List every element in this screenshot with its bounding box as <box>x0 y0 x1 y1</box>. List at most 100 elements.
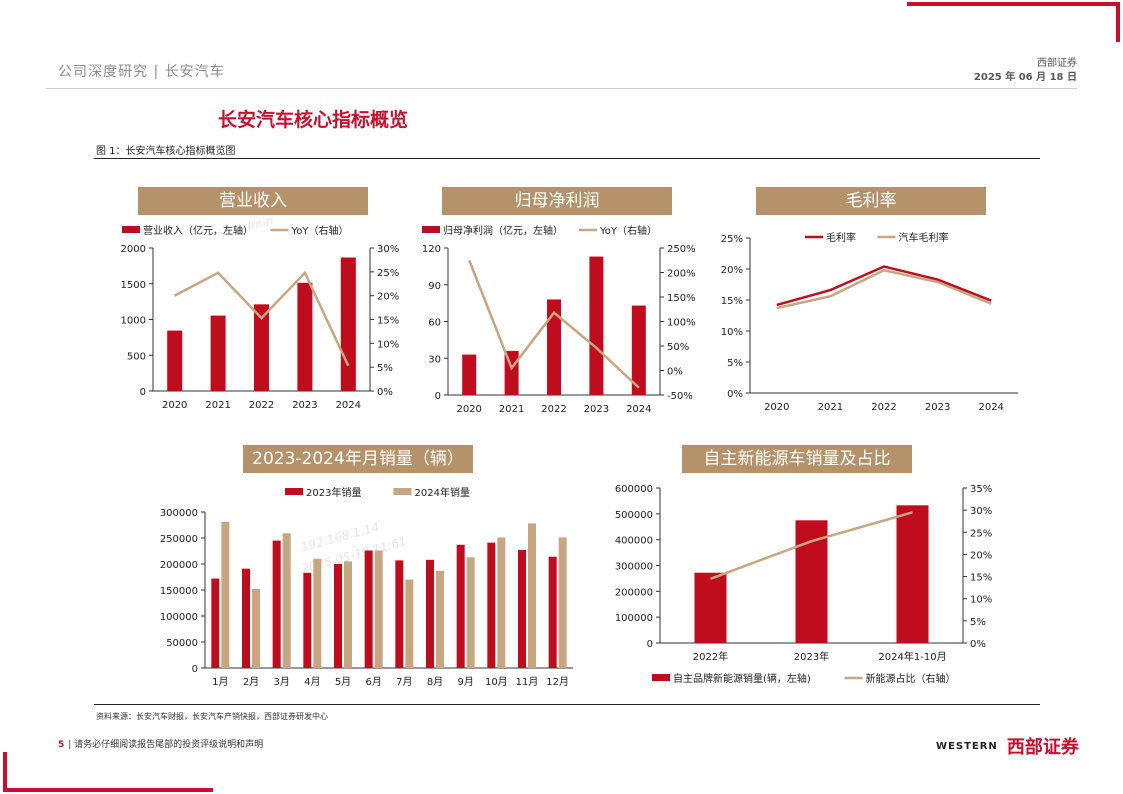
header-divider <box>46 88 1077 89</box>
y-left-tick-label: 100000 <box>615 613 653 624</box>
bottom-accent-bar-vertical <box>3 752 7 792</box>
x-tick-label: 4月 <box>304 676 320 688</box>
x-tick-label: 2020 <box>162 400 187 411</box>
y-left-tick-label: 90 <box>428 281 441 292</box>
y-left-tick-label: 60 <box>428 318 441 329</box>
bar-2023 <box>242 568 250 668</box>
chart-margin: 0% 5% 10% 15% 20% 25% 2020 2021 2022 2023 2024 毛利率 汽… <box>721 231 1018 413</box>
legend-label-1: 汽车毛利率 <box>899 231 949 244</box>
y-right-tick-label: 250% <box>667 244 696 255</box>
bar-2023 <box>518 549 526 668</box>
y-right-tick-label: 35% <box>970 484 992 495</box>
y-left-tick-label: 1500 <box>121 280 146 291</box>
y-left-tick-label: 15% <box>721 296 743 307</box>
figure-title: 图 1：长安汽车核心指标概览图 <box>96 146 236 157</box>
y-right-tick-label: 0% <box>667 367 683 378</box>
x-tick-label: 2021 <box>818 402 843 413</box>
line-series <box>776 265 992 307</box>
x-tick-label: 12月 <box>546 676 569 688</box>
y-left-tick-label: 400000 <box>615 536 653 547</box>
x-tick-label: 2022 <box>541 404 566 415</box>
bar <box>694 572 727 643</box>
bar-2024 <box>466 557 475 668</box>
bar-2024 <box>497 537 506 668</box>
y-right-tick-label: 5% <box>970 617 986 628</box>
bar-2023 <box>395 560 404 668</box>
x-tick-label: 2024 <box>978 402 1003 413</box>
legend-swatch-1 <box>393 488 412 495</box>
x-tick-label: 2020 <box>456 404 481 415</box>
bar-2023 <box>211 578 220 668</box>
y-left-tick-label: 300000 <box>615 562 653 573</box>
legend-swatch-0 <box>652 674 670 681</box>
x-tick-label: 3月 <box>273 676 289 688</box>
x-tick-label: 7月 <box>396 676 412 688</box>
legend-label-0: 营业收入（亿元，左轴） <box>143 224 253 237</box>
chart-title-nev: 自主新能源车销量及占比 <box>682 445 912 473</box>
bar-2023 <box>364 550 373 668</box>
legend-label-1: 2024年销量 <box>415 486 470 499</box>
y-left-tick-label: 25% <box>721 234 743 245</box>
footer-text: 请务必仔细阅读报告尾部的投资评级说明和声明 <box>74 740 264 750</box>
report-date: 2025 年 06 月 18 日 <box>973 72 1077 83</box>
bar-2023 <box>456 544 465 668</box>
bar-2024 <box>374 550 383 668</box>
legend-swatch-0 <box>285 488 303 495</box>
y-right-tick-label: 50% <box>667 342 689 353</box>
x-tick-label: 2024 <box>336 400 361 411</box>
bar <box>254 304 269 391</box>
page-title: 长安汽车核心指标概览 <box>218 109 409 131</box>
top-accent-bar-vertical <box>1116 2 1120 42</box>
y-left-tick-label: 120 <box>422 244 441 255</box>
y-left-tick-label: 0% <box>727 389 743 400</box>
legend-label-1: 新能源占比（右轴） <box>866 672 956 685</box>
bar <box>896 505 929 643</box>
footer-disclaimer: 5 | 请务必仔细阅读报告尾部的投资评级说明和声明 <box>58 740 264 750</box>
y-right-tick-label: 150% <box>667 293 696 304</box>
chart-title-netprofit: 归母净利润 <box>442 187 672 215</box>
legend-label-0: 2023年销量 <box>306 486 361 499</box>
y-left-tick-label: 200000 <box>160 560 198 571</box>
company-name: 西部证券 <box>1037 58 1077 69</box>
y-left-tick-label: 30 <box>428 354 441 365</box>
bar-2024 <box>405 579 414 668</box>
y-right-tick-label: 10% <box>970 595 992 606</box>
line-series <box>776 268 992 310</box>
chart-revenue: 0 500 1000 1500 2000 0% 5% 10% 15% 20% 25% 30% 2020 2… <box>121 224 400 411</box>
bar-2023 <box>334 564 342 668</box>
y-right-tick-label: 100% <box>667 318 696 329</box>
y-right-tick-label: 25% <box>970 528 992 539</box>
x-tick-label: 8月 <box>427 676 443 688</box>
y-left-tick-label: 200000 <box>615 587 653 598</box>
x-tick-label: 2022 <box>249 400 274 411</box>
bar-2023 <box>487 542 496 668</box>
chart-monthly: 0 50000 100000 150000 200000 250000 300000 1月 2月… <box>160 486 573 688</box>
y-right-tick-label: 25% <box>377 268 399 279</box>
figure-title-divider <box>94 158 1040 159</box>
bar-2024 <box>436 570 444 668</box>
x-tick-label: 10月 <box>485 676 508 688</box>
logo-english: WESTERN <box>936 740 998 752</box>
chart-title-revenue: 营业收入 <box>138 187 368 215</box>
legend-label-0: 毛利率 <box>826 231 856 244</box>
bar <box>589 256 604 395</box>
bar <box>340 257 356 391</box>
x-tick-label: 2023 <box>292 400 317 411</box>
bar <box>462 354 477 395</box>
source-note: 资料来源：长安汽车财报，长安汽车产销快报，西部证券研发中心 <box>96 712 328 721</box>
legend-swatch-0 <box>422 226 440 233</box>
y-left-tick-label: 150000 <box>160 586 198 597</box>
y-right-tick-label: 10% <box>377 339 399 350</box>
page-number: 5 <box>58 740 65 750</box>
x-tick-label: 9月 <box>457 676 473 688</box>
y-left-tick-label: 250000 <box>160 534 198 545</box>
y-left-tick-label: 10% <box>721 327 743 338</box>
line-series <box>174 270 350 367</box>
bar-2024 <box>221 521 230 668</box>
y-right-tick-label: 0% <box>970 639 986 650</box>
legend-label-1: YoY（右轴） <box>599 224 657 237</box>
x-tick-label: 2023年 <box>794 650 829 663</box>
top-accent-bar <box>907 2 1120 6</box>
bar-2024 <box>528 523 536 668</box>
chart-title-margin: 毛利率 <box>756 187 986 215</box>
